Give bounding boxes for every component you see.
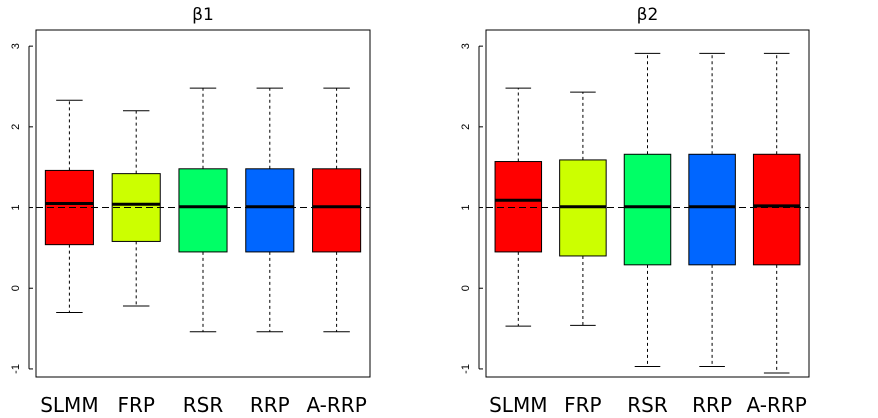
y-tick-label: 2 (10, 124, 22, 130)
y-tick-label: 0 (10, 285, 22, 291)
box-body (312, 168, 362, 253)
category-label: RRP (250, 393, 290, 417)
box-rrp (688, 52, 736, 368)
box-a-rrp (752, 52, 801, 374)
box-body (245, 168, 295, 253)
category-label: FRP (117, 393, 154, 417)
y-tick-label: -1 (10, 364, 22, 374)
box-rsr (178, 87, 228, 333)
panel-title: β1 (192, 5, 214, 25)
y-tick-label: 1 (460, 204, 472, 210)
box-body (178, 168, 228, 253)
category-label: RSR (627, 393, 668, 417)
box-frp (111, 110, 161, 307)
y-tick-label: 3 (10, 43, 22, 49)
panel-2: β2 -1 0 1 2 3 SLMM FRP RSR RRP A-RRP (460, 5, 810, 417)
y-tick-label: 1 (10, 204, 22, 210)
category-label: A-RRP (747, 393, 807, 417)
panel-title: β2 (637, 5, 659, 25)
box-frp (559, 91, 607, 326)
box-body (623, 153, 672, 266)
box-slmm (44, 99, 94, 313)
category-label: A-RRP (306, 393, 366, 417)
box-slmm (494, 87, 543, 327)
box-body (752, 153, 801, 266)
y-tick-label: 2 (460, 124, 472, 130)
box-a-rrp (312, 87, 362, 333)
box-rsr (623, 52, 672, 368)
category-label: SLMM (489, 393, 547, 417)
box-body (494, 161, 543, 253)
plot-frame (35, 29, 371, 378)
category-label: RSR (183, 393, 224, 417)
box-rrp (245, 87, 295, 333)
category-label: RRP (692, 393, 732, 417)
category-label: SLMM (40, 393, 98, 417)
category-label: FRP (564, 393, 601, 417)
y-tick-label: 3 (460, 43, 472, 49)
panel-1: β1 -1 0 1 2 3 SLMM FRP RSR RRP A-RRP (10, 5, 371, 417)
y-tick-label: -1 (460, 364, 472, 374)
plot-frame (485, 29, 810, 378)
y-tick-label: 0 (460, 285, 472, 291)
box-body (688, 153, 736, 266)
